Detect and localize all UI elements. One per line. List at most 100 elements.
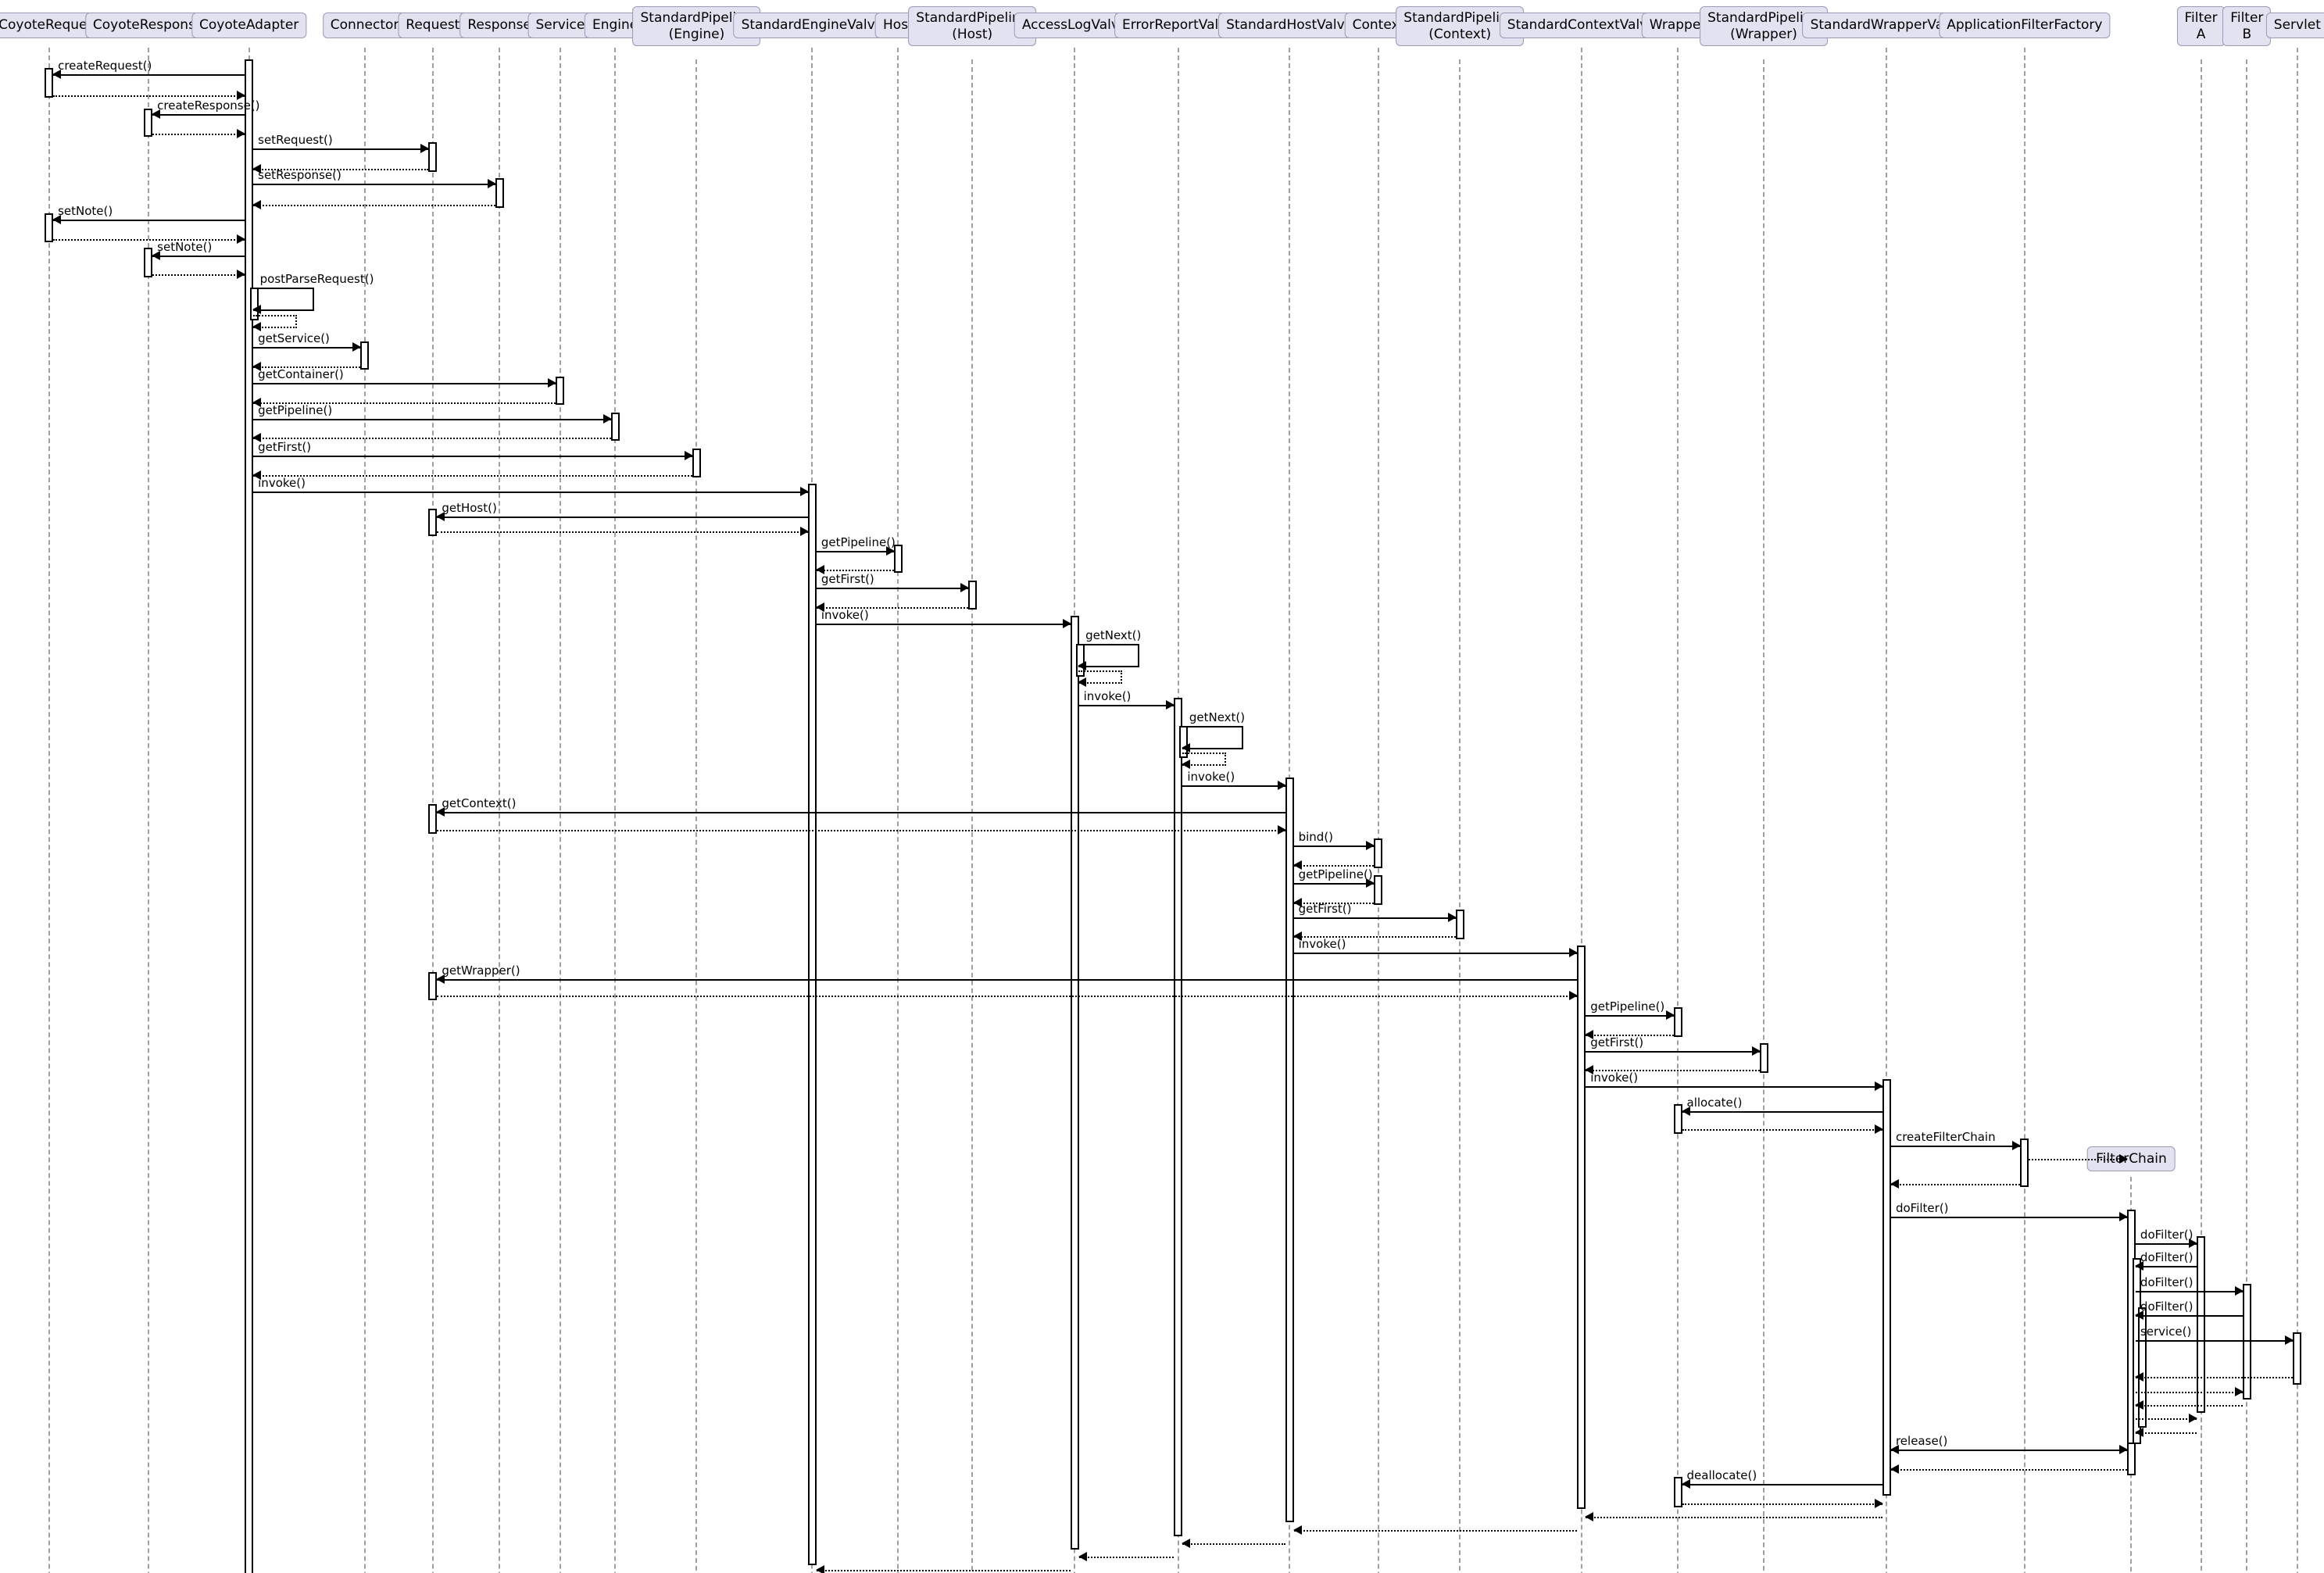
arrowhead-icon	[252, 200, 262, 210]
activation-bar-wrapper	[1673, 1476, 1682, 1508]
lifeline-pipelineContext	[1459, 59, 1461, 1573]
message-line	[1182, 1543, 1285, 1546]
lifeline-contextValve	[1580, 47, 1582, 1573]
message-line	[253, 366, 361, 369]
lifeline-servlet	[2296, 47, 2298, 1573]
message-line	[152, 114, 245, 116]
arrowhead-icon	[815, 565, 824, 575]
self-message-32[interactable]	[1078, 670, 1123, 688]
arrowhead-icon	[1293, 931, 1302, 942]
message-line	[253, 347, 361, 349]
arrowhead-icon	[1293, 860, 1302, 871]
activation-bar-service	[556, 377, 565, 406]
message-line	[1890, 1450, 2127, 1452]
participant-label-coyoteResponse: CoyoteResponse	[84, 13, 212, 38]
message-label-70: release()	[1895, 1434, 1948, 1449]
message-label-30: invoke()	[821, 607, 869, 622]
message-line	[1682, 1111, 1882, 1114]
arrowhead-icon	[885, 545, 895, 556]
arrowhead-icon	[2134, 1400, 2143, 1410]
arrowhead-icon	[1447, 912, 1457, 922]
message-label-48: getPipeline()	[1590, 999, 1665, 1014]
arrowhead-icon	[960, 583, 969, 593]
self-message-35[interactable]	[1181, 752, 1226, 769]
message-line	[1682, 1484, 1882, 1486]
activation-bar-request	[428, 509, 438, 536]
message-line	[816, 606, 968, 609]
arrowhead-icon	[152, 109, 161, 120]
participant-label-pipelineEngine: StandardPipeline (Engine)	[632, 6, 761, 47]
message-line	[816, 570, 894, 572]
message-label-28: getFirst()	[821, 572, 874, 587]
message-line	[2135, 1432, 2197, 1434]
message-line	[1293, 936, 1456, 938]
message-line	[2029, 1159, 2127, 1161]
message-line	[2135, 1339, 2294, 1342]
message-line	[2135, 1291, 2243, 1293]
lifeline-context	[1377, 47, 1379, 1573]
message-line	[2135, 1377, 2294, 1379]
message-label-9: setNote()	[58, 204, 113, 219]
arrowhead-icon	[1585, 1511, 1594, 1521]
arrowhead-icon	[152, 250, 161, 260]
message-line	[1293, 953, 1578, 955]
self-message-34[interactable]	[1181, 725, 1243, 753]
message-label-5: setRequest()	[258, 132, 333, 147]
message-label-11: setNote()	[157, 239, 213, 254]
message-line	[437, 516, 808, 518]
activation-bar-response	[495, 177, 504, 208]
arrowhead-icon	[1890, 1464, 1899, 1475]
arrowhead-icon	[1585, 1029, 1594, 1039]
self-message-31[interactable]	[1078, 644, 1140, 671]
activation-bar-host	[893, 544, 903, 574]
message-line	[1586, 1516, 1882, 1518]
self-message-14[interactable]	[252, 314, 297, 331]
message-label-62: doFilter()	[2140, 1299, 2193, 1314]
activation-bar-servlet	[2293, 1332, 2302, 1385]
message-line	[1293, 902, 1375, 904]
message-line	[1586, 1034, 1674, 1036]
activation-bar-pipelineHost	[967, 580, 977, 610]
participant-label-coyoteAdapter: CoyoteAdapter	[191, 13, 307, 38]
arrowhead-icon	[352, 342, 362, 352]
arrowhead-icon	[1277, 824, 1286, 835]
message-label-59: doFilter()	[2140, 1228, 2193, 1242]
message-label-24: getHost()	[442, 500, 497, 515]
message-line	[53, 95, 245, 97]
arrowhead-icon	[2234, 1387, 2244, 1397]
activation-bar-filterA	[2197, 1235, 2206, 1413]
arrowhead-icon	[1182, 1539, 1191, 1549]
message-label-33: invoke()	[1083, 689, 1132, 704]
arrowhead-icon	[1277, 780, 1286, 790]
activation-bar-request	[428, 804, 438, 835]
arrowhead-icon	[815, 1565, 824, 1573]
activation-bar-request	[428, 142, 438, 173]
message-label-7: setResponse()	[258, 168, 341, 183]
activation-bar-contextValve	[1577, 945, 1586, 1510]
activation-bar-context	[1374, 875, 1383, 906]
self-message-13[interactable]	[252, 288, 314, 315]
arrowhead-icon	[252, 164, 262, 174]
message-label-13: postParseRequest()	[259, 272, 374, 287]
arrowhead-icon	[237, 90, 246, 100]
arrowhead-icon	[1665, 1010, 1675, 1020]
lifeline-wrapper	[1677, 47, 1679, 1573]
arrowhead-icon	[1569, 991, 1579, 1001]
message-label-53: allocate()	[1686, 1096, 1743, 1110]
arrowhead-icon	[1078, 661, 1087, 671]
message-label-63: service()	[2140, 1324, 2192, 1339]
message-line	[437, 979, 1578, 981]
message-label-1: createRequest()	[58, 58, 152, 73]
lifeline-filterFactory	[2023, 47, 2025, 1573]
activation-bar-pipelineEngine	[692, 448, 701, 478]
participant-label-service: Service	[527, 13, 593, 38]
message-line	[152, 255, 245, 257]
message-label-43: getFirst()	[1298, 901, 1352, 916]
message-line	[1890, 1469, 2127, 1471]
arrowhead-icon	[1874, 1081, 1883, 1092]
arrowhead-icon	[252, 321, 261, 331]
lifeline-coyoteResponse	[147, 47, 149, 1573]
message-label-60: doFilter()	[2140, 1249, 2193, 1264]
arrowhead-icon	[420, 143, 430, 153]
